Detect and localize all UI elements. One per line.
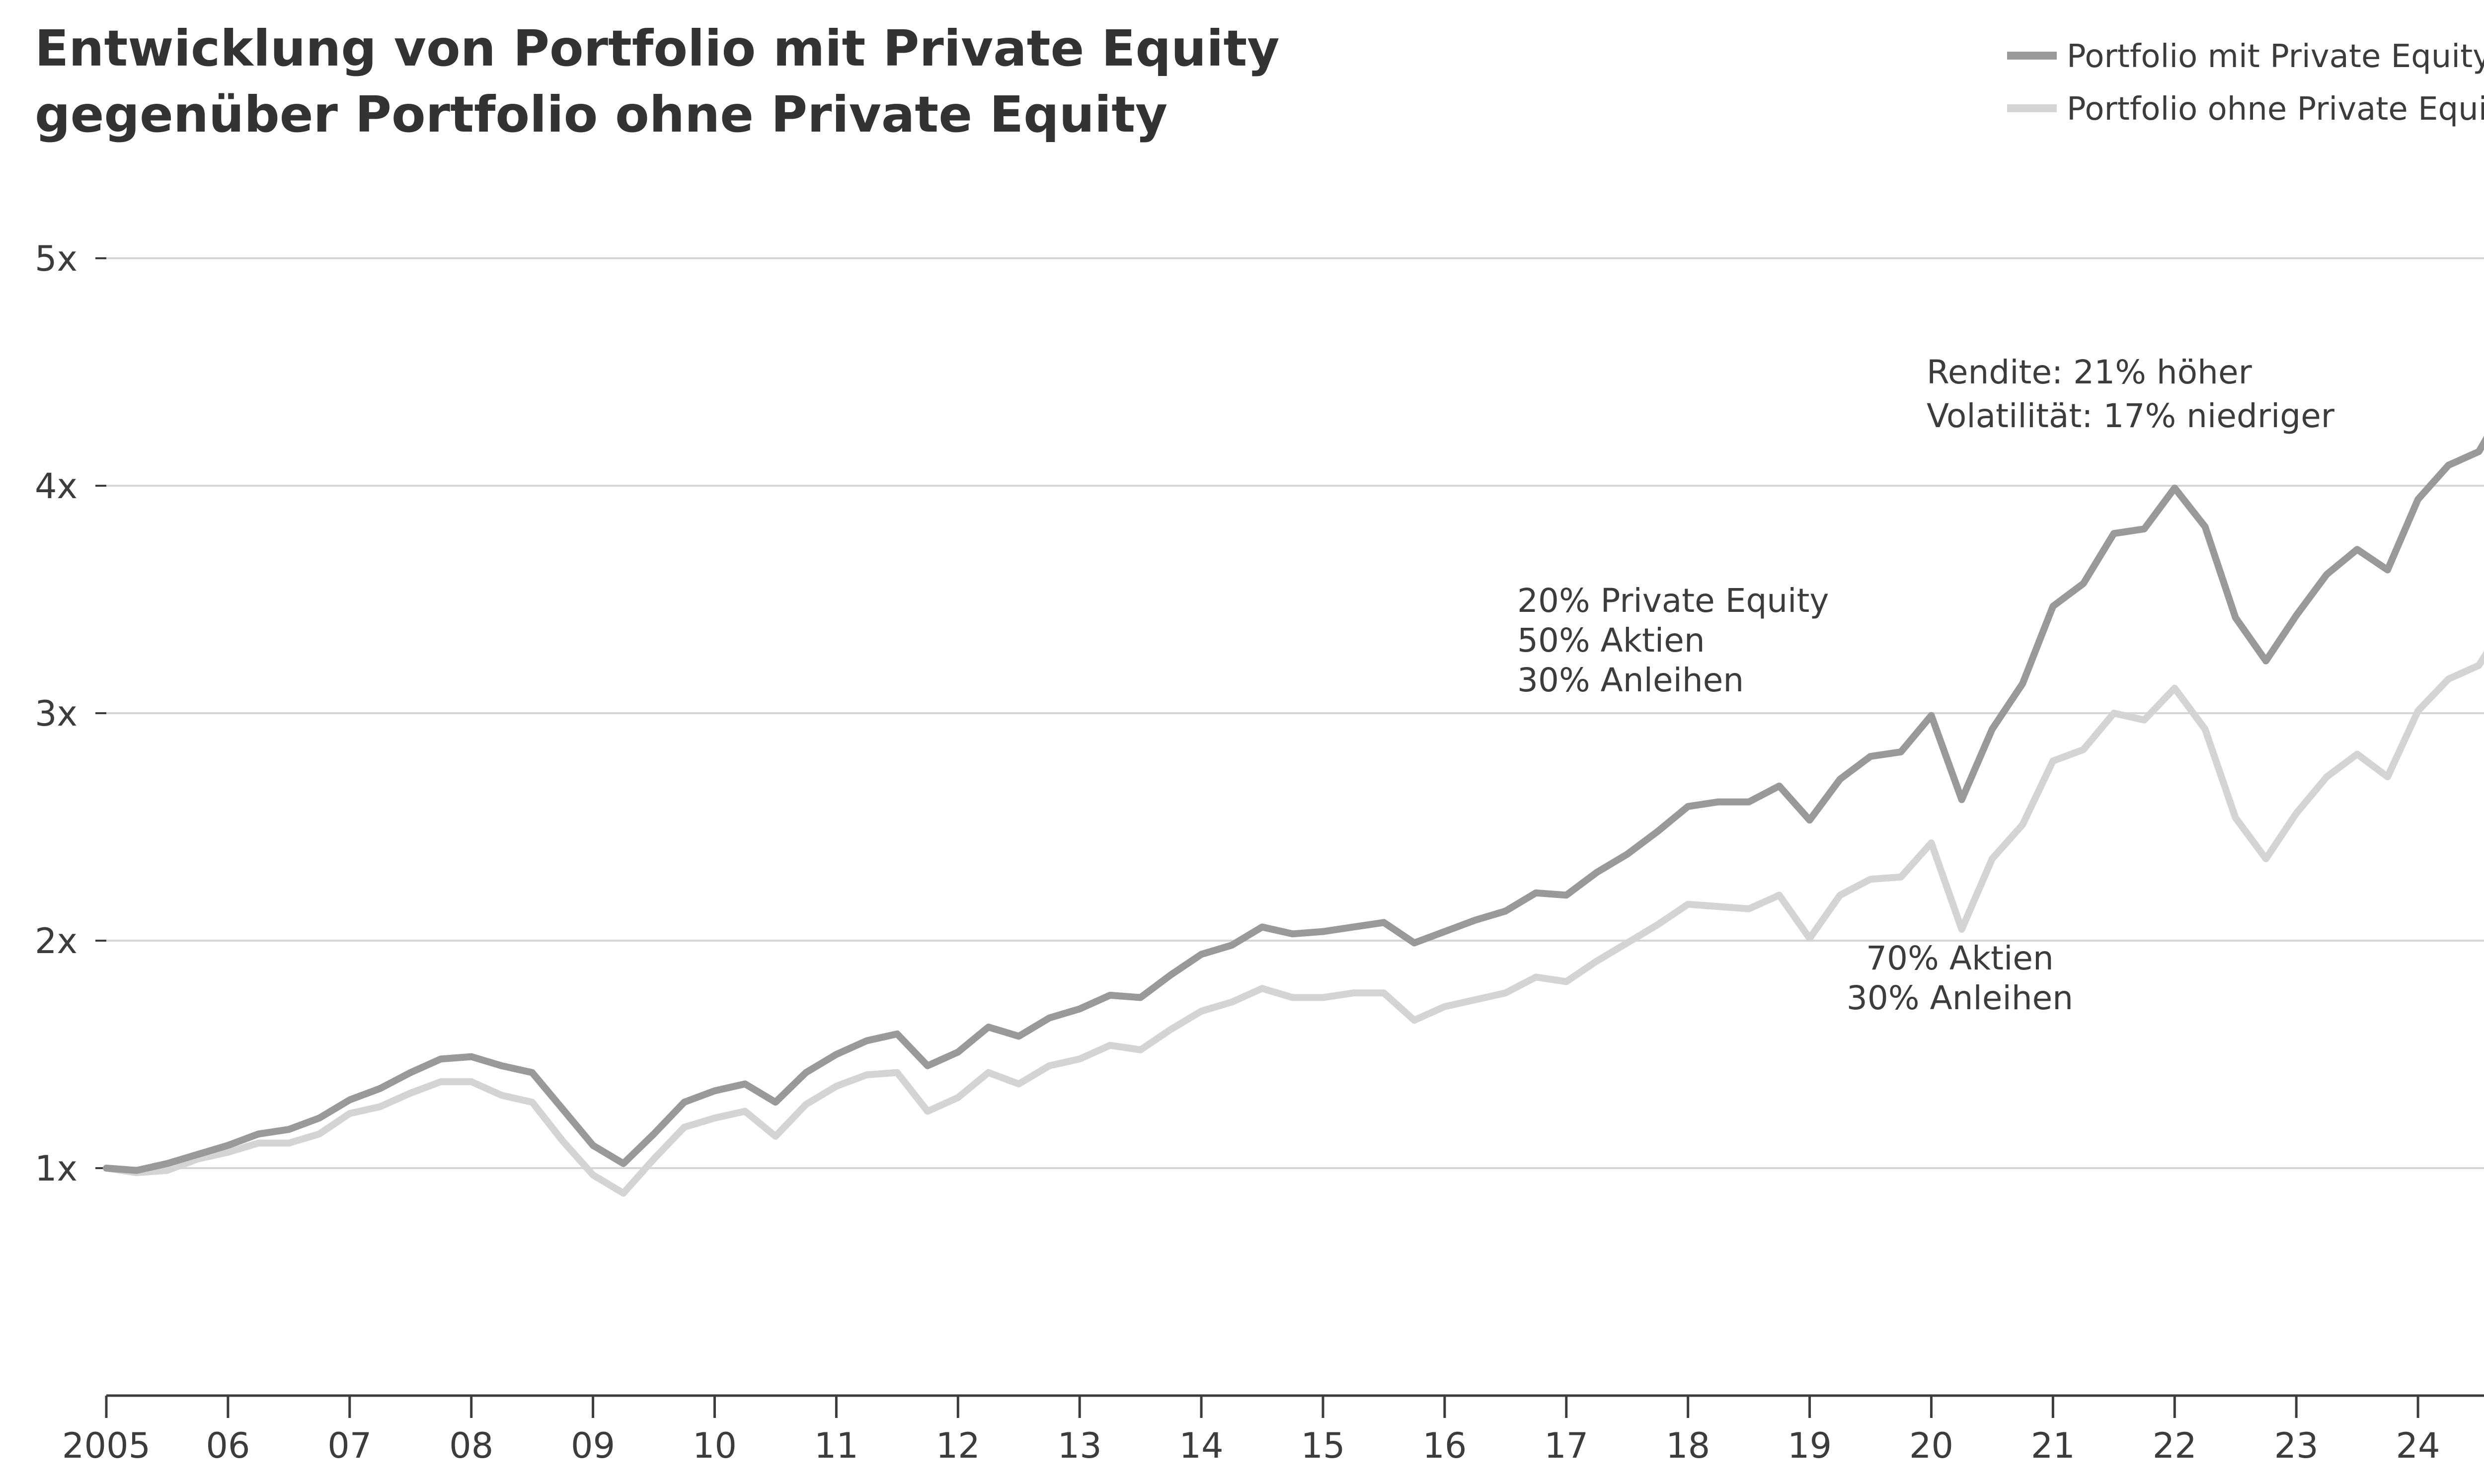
gridlines [106, 257, 2484, 1169]
x-tick-label-2015: 15 [1301, 1425, 1345, 1466]
y-axis-ticks: 1x 2x 3x 4x 5x [35, 238, 106, 1189]
annotation-pe-mix: 20% Private Equity 50% Aktien 30% Anleih… [1517, 582, 1829, 699]
x-tick-label-2019: 19 [1787, 1425, 1832, 1466]
annotation-pe-line-1: 20% Private Equity [1517, 582, 1829, 620]
x-tick-label-2020: 20 [1909, 1425, 1953, 1466]
x-tick-label-2006: 06 [206, 1425, 250, 1466]
x-tick-label-2016: 16 [1422, 1425, 1467, 1466]
x-tick-label-2011: 11 [814, 1425, 858, 1466]
x-tick-label-2024: 24 [2396, 1425, 2440, 1466]
x-tick-label-2005: 2005 [62, 1425, 151, 1466]
x-tick-label-2014: 14 [1179, 1425, 1224, 1466]
annotation-no-pe-mix: 70% Aktien 30% Anleihen [1847, 939, 2073, 1017]
y-tick-label-3: 3x [35, 693, 78, 734]
x-tick-label-2010: 10 [693, 1425, 737, 1466]
x-tick-label-2009: 09 [571, 1425, 615, 1466]
series-line-without-pe [103, 651, 2484, 1197]
annotation-nope-line-2: 30% Anleihen [1847, 979, 2073, 1017]
y-tick-label-2: 2x [35, 921, 78, 962]
annotation-pe-line-2: 50% Aktien [1517, 621, 1705, 660]
series-lines [103, 436, 2484, 1197]
chart-title-line-1: Entwicklung von Portfolio mit Private Eq… [35, 19, 1280, 77]
annotation-diff-line-2: Volatilität: 17% niedriger [1927, 397, 2335, 435]
annotation-nope-line-1: 70% Aktien [1866, 939, 2054, 977]
x-tick-label-2017: 17 [1544, 1425, 1588, 1466]
x-tick-label-2023: 23 [2274, 1425, 2319, 1466]
y-tick-label-4: 4x [35, 466, 78, 507]
legend: Portfolio mit Private Equity Portfolio o… [2007, 38, 2484, 128]
legend-label-without-pe: Portfolio ohne Private Equity [2067, 91, 2484, 128]
x-tick-label-2007: 07 [327, 1425, 372, 1466]
series-line-with-pe [103, 436, 2484, 1174]
legend-label-with-pe: Portfolio mit Private Equity [2067, 38, 2484, 75]
x-tick-label-2013: 13 [1058, 1425, 1102, 1466]
x-tick-label-2021: 21 [2031, 1425, 2075, 1466]
x-tick-label-2022: 22 [2153, 1425, 2197, 1466]
x-tick-label-2012: 12 [936, 1425, 980, 1466]
x-axis-ticks: 2005 06 07 08 09 10 11 12 13 14 15 16 17 18 19 20 21 22 23… [62, 1396, 2440, 1466]
x-tick-label-2008: 08 [449, 1425, 493, 1466]
annotation-diff-line-1: Rendite: 21% höher [1927, 353, 2252, 391]
chart-title-line-2: gegenüber Portfolio ohne Private Equity [35, 85, 1167, 144]
annotation-pe-line-3: 30% Anleihen [1517, 661, 1744, 699]
y-tick-label-5: 5x [35, 238, 78, 279]
y-tick-label-1: 1x [35, 1148, 78, 1189]
x-tick-label-2018: 18 [1666, 1425, 1710, 1466]
annotation-difference: Rendite: 21% höher Volatilität: 17% nied… [1927, 353, 2335, 435]
